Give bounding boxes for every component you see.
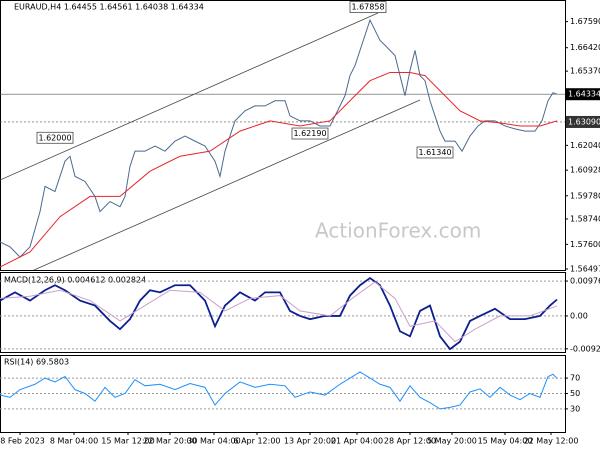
macd-title: MACD(12,26,9) 0.004612 0.002824 [4,276,146,285]
y-tick-label: 1.58740 [570,214,600,223]
y-tick-label: 1.66420 [570,43,600,52]
level-box [566,88,600,101]
x-tick-label: 5 May 20:00 [427,437,477,446]
annotation-box [36,131,74,144]
x-tick-label: 13 Apr 20:00 [284,437,336,446]
main-panel [0,0,566,271]
x-tick-label: 21 Apr 04:00 [331,437,383,446]
macd-panel [0,272,566,353]
y-tick-label: 50 [570,389,580,398]
y-tick-label: 1.67590 [570,17,600,26]
y-tick-label: 1.56497 [570,264,600,273]
channel-upper [0,12,379,181]
y-tick-label: 1.62040 [570,141,600,150]
watermark: ActionForex.com [315,219,481,243]
y-tick-label: 30 [570,404,580,413]
annotation-label: 1.67858 [351,3,384,12]
y-tick-label: 0.00 [570,311,588,320]
x-tick-label: 28 Feb 2023 [0,437,45,446]
x-tick-label: 15 May 04:00 [478,437,533,446]
level-label: 1.64334 [568,90,600,99]
annotation-box [349,1,387,14]
x-tick-label: 22 Mar 20:00 [143,437,196,446]
x-tick-label: 15 Mar 12:00 [101,437,154,446]
y-tick-label: 1.60928 [570,166,600,175]
annotation-box [416,146,454,159]
x-tick-label: 8 Mar 04:00 [50,437,98,446]
series-line [0,281,558,343]
series-line [0,71,558,268]
y-tick-label: 0.009761 [570,277,600,286]
y-tick-label: 1.57600 [570,240,600,249]
level-label: 1.63090 [568,117,600,126]
y-tick-label: 70 [570,374,580,383]
y-tick-label: -0.009216 [570,344,600,353]
rsi-title: RSI(14) 69.5803 [4,358,69,367]
series-line [0,371,558,410]
y-tick-label: 1.65370 [570,67,600,76]
x-tick-label: 22 May 12:00 [524,437,579,446]
channel-lower [33,99,421,270]
annotation-label: 1.62000 [38,133,71,142]
channel [0,12,421,270]
series-line [0,276,558,351]
annotation-label: 1.62190 [293,129,326,138]
annotation-label: 1.61340 [418,148,451,157]
level-box [566,115,600,128]
x-tick-label: 30 Mar 04:00 [187,437,240,446]
annotation-box [291,127,329,140]
y-tick-label: 1.59780 [570,191,600,200]
x-tick-label: 6 Apr 12:00 [233,437,280,446]
chart-title: EURAUD,H4 1.64455 1.64561 1.64038 1.6433… [14,3,204,12]
x-tick-label: 28 Apr 12:00 [384,437,436,446]
